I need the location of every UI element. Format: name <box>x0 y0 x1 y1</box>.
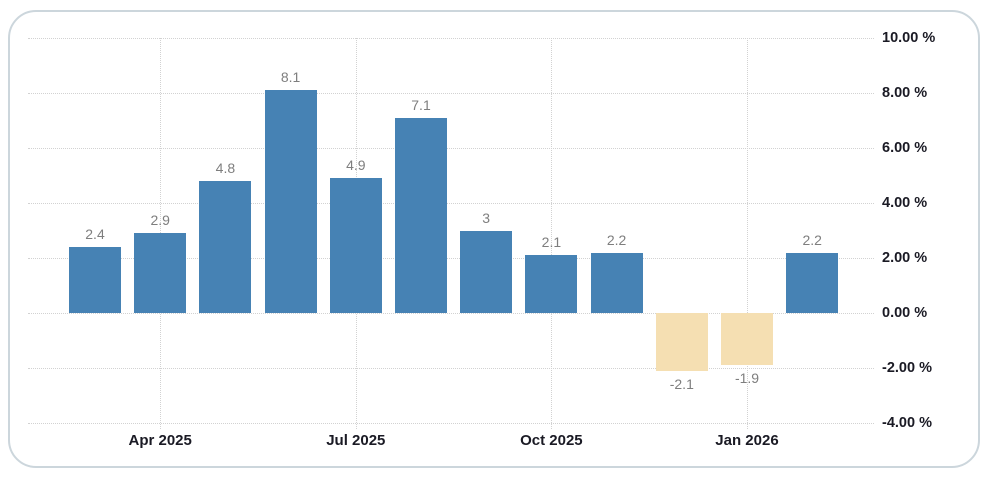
h-gridline <box>28 258 874 259</box>
x-tick-label: Jul 2025 <box>326 432 386 449</box>
y-tick-label: -4.00 % <box>882 415 932 431</box>
bar[interactable] <box>199 181 252 313</box>
bar-value-label: 4.9 <box>346 157 366 174</box>
bar-value-label: 2.2 <box>606 231 627 248</box>
bar-value-label: 3 <box>482 209 491 226</box>
bar-value-label: -2.1 <box>669 375 694 392</box>
y-tick-label: 8.00 % <box>882 85 928 101</box>
y-tick-label: 6.00 % <box>882 140 928 156</box>
bar[interactable] <box>786 252 839 313</box>
h-gridline <box>28 203 874 204</box>
y-tick-label: 0.00 % <box>882 305 928 321</box>
bar[interactable] <box>721 313 773 366</box>
x-tick-label: Oct 2025 <box>520 432 583 449</box>
bar-value-label: 2.2 <box>802 231 822 248</box>
bar[interactable] <box>655 313 708 371</box>
h-gridline <box>28 148 874 149</box>
bar[interactable] <box>590 252 643 313</box>
y-tick-label: 10.00 % <box>882 30 936 46</box>
bar-value-label: -1.9 <box>734 370 760 387</box>
bar-value-label: 2.1 <box>541 234 562 251</box>
v-gridline <box>551 38 553 429</box>
bar[interactable] <box>460 230 513 313</box>
y-tick-label: 4.00 % <box>882 195 928 211</box>
h-gridline <box>28 368 874 369</box>
h-gridline <box>28 38 874 39</box>
bar-value-label: 2.4 <box>85 226 105 242</box>
bar[interactable] <box>134 233 187 313</box>
bar[interactable] <box>395 117 447 313</box>
bar-value-label: 2.9 <box>150 212 170 229</box>
h-gridline <box>28 423 874 424</box>
bar[interactable] <box>525 255 578 313</box>
y-tick-label: -2.00 % <box>882 360 932 376</box>
h-gridline <box>28 93 874 94</box>
bar[interactable] <box>264 90 317 313</box>
x-tick-label: Apr 2025 <box>128 432 192 449</box>
h-gridline <box>28 313 874 314</box>
x-tick-label: Jan 2026 <box>715 432 779 449</box>
bar-value-label: 8.1 <box>280 69 301 86</box>
y-tick-label: 2.00 % <box>882 250 928 266</box>
bar-value-label: 7.1 <box>411 96 431 113</box>
v-gridline <box>747 38 748 429</box>
bar-value-label: 4.8 <box>215 160 236 176</box>
bar[interactable] <box>69 247 121 313</box>
bar[interactable] <box>329 178 382 313</box>
